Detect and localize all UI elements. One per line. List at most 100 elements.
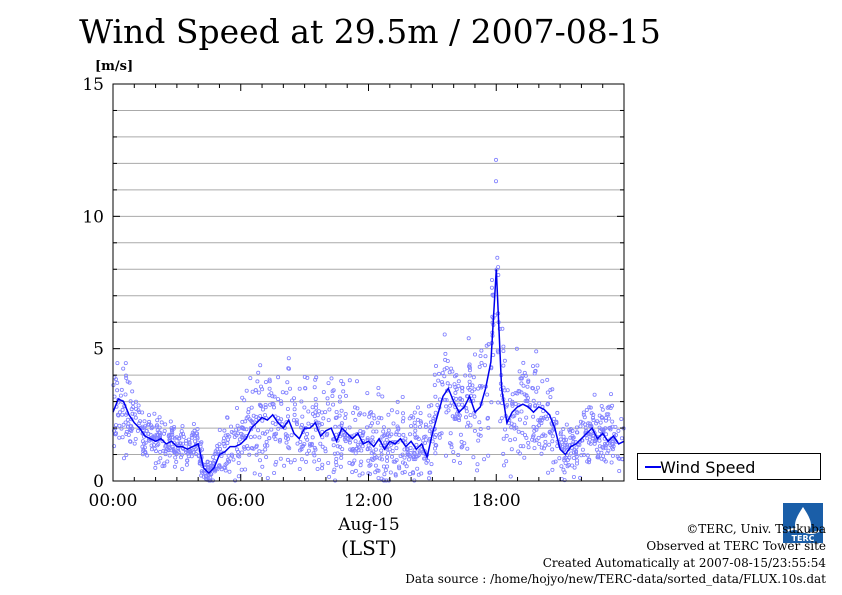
sample-point (604, 412, 609, 417)
sample-point (276, 375, 281, 380)
legend: Wind Speed (637, 453, 821, 480)
sample-point (368, 462, 373, 467)
sample-point (227, 434, 232, 439)
sample-point (225, 415, 230, 420)
sample-point (552, 416, 557, 421)
sample-point (611, 444, 616, 449)
sample-point (367, 414, 372, 419)
sample-point (297, 448, 302, 453)
sample-point (415, 417, 420, 422)
sample-point (524, 415, 529, 420)
sample-point (377, 415, 382, 420)
sample-point (347, 460, 352, 465)
sample-point (372, 453, 377, 458)
sample-point (570, 435, 575, 440)
sample-point (246, 407, 251, 412)
sample-point (170, 435, 175, 440)
sample-point (299, 444, 304, 449)
sample-point (260, 449, 265, 454)
sample-point (453, 416, 458, 421)
sample-point (543, 443, 548, 448)
sample-point (258, 403, 263, 408)
sample-point (263, 447, 268, 452)
sample-point (272, 470, 277, 475)
sample-point (312, 385, 317, 390)
sample-point (595, 419, 600, 424)
sample-point (526, 378, 531, 383)
sample-point (163, 452, 168, 457)
sample-point (558, 430, 563, 435)
sample-point (313, 405, 318, 410)
sample-point (427, 413, 432, 418)
sample-point (483, 354, 488, 359)
sample-point (124, 373, 129, 378)
sample-point (136, 403, 141, 408)
sample-point (347, 378, 352, 383)
sample-point (580, 447, 585, 452)
sample-point (563, 442, 568, 447)
sample-point (445, 381, 450, 386)
sample-point (526, 445, 531, 450)
sample-point (339, 408, 344, 413)
sample-point (167, 432, 172, 437)
sample-point (519, 376, 524, 381)
sample-point (557, 456, 562, 461)
sample-point (433, 363, 438, 368)
sample-point (585, 436, 590, 441)
sample-point (411, 457, 416, 462)
sample-point (159, 420, 164, 425)
sample-point (131, 405, 136, 410)
sample-point (343, 415, 348, 420)
sample-point (347, 440, 352, 445)
sample-point (302, 405, 307, 410)
sample-point (271, 405, 276, 410)
sample-point (575, 458, 580, 463)
sample-point (550, 447, 555, 452)
sample-point (264, 439, 269, 444)
sample-point (394, 446, 399, 451)
sample-point (118, 393, 123, 398)
sample-point (479, 348, 484, 353)
sample-point (435, 403, 440, 408)
sample-point (434, 443, 439, 448)
sample-point (265, 429, 270, 434)
sample-point (411, 450, 416, 455)
sample-point (444, 410, 449, 415)
sample-point (517, 417, 522, 422)
sample-point (482, 363, 487, 368)
sample-point (433, 451, 438, 456)
sample-point (185, 458, 190, 463)
sample-point (520, 430, 525, 435)
sample-point (297, 466, 302, 471)
sample-point (440, 382, 445, 387)
sample-point (203, 473, 208, 478)
sample-point (147, 438, 152, 443)
sample-point (152, 411, 157, 416)
sample-point (548, 395, 553, 400)
wind-speed-line (112, 269, 625, 475)
sample-point (254, 417, 259, 422)
sample-point (567, 427, 572, 432)
sample-point (291, 396, 296, 401)
sample-point (312, 414, 317, 419)
sample-point (280, 422, 285, 427)
sample-point (619, 436, 624, 441)
sample-point (619, 416, 624, 421)
sample-point (596, 450, 601, 455)
sample-point (211, 455, 216, 460)
sample-point (272, 432, 277, 437)
sample-point (354, 379, 359, 384)
sample-point (397, 432, 402, 437)
sample-point (545, 416, 550, 421)
sample-point (423, 424, 428, 429)
sample-point (331, 469, 336, 474)
sample-point (257, 435, 262, 440)
sample-point (337, 413, 342, 418)
sample-point (143, 449, 148, 454)
sample-point (365, 436, 370, 441)
sample-point (407, 432, 412, 437)
sample-point (586, 457, 591, 462)
sample-point (132, 441, 137, 446)
sample-point (284, 390, 289, 395)
sample-point (574, 454, 579, 459)
